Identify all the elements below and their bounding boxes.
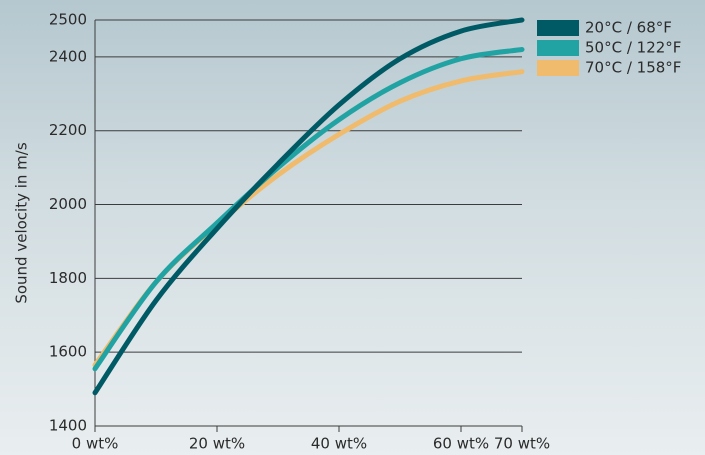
y-tick-label: 1600 [49, 343, 87, 361]
y-tick-label: 1800 [49, 269, 87, 287]
x-tick-label: 40 wt% [311, 435, 367, 453]
chart: Sound velocity in m/s 1400 1600 1800 2000 22… [0, 0, 705, 455]
y-tick-label: 2000 [49, 195, 87, 213]
legend-swatch [537, 40, 579, 56]
x-tick-label: 70 wt% [494, 435, 550, 453]
y-tick-label: 2200 [49, 121, 87, 139]
x-tick-label: 20 wt% [189, 435, 245, 453]
series-line [95, 72, 522, 365]
y-axis-label: Sound velocity in m/s [13, 142, 31, 304]
x-tick-label: 60 wt% [433, 435, 489, 453]
series-line [95, 20, 522, 393]
y-tick-label: 1400 [49, 417, 87, 435]
y-tick-label: 2400 [49, 47, 87, 65]
legend-swatch [537, 60, 579, 76]
legend-label: 20°C / 68°F [585, 19, 672, 37]
legend-label: 50°C / 122°F [585, 39, 681, 57]
x-tick-label: 0 wt% [72, 435, 119, 453]
legend-label: 70°C / 158°F [585, 59, 681, 77]
y-tick-label: 2500 [49, 11, 87, 29]
legend-swatch [537, 20, 579, 36]
series-line [95, 50, 522, 369]
page: Sound velocity in m/s 1400 1600 1800 2000 22… [0, 0, 705, 455]
